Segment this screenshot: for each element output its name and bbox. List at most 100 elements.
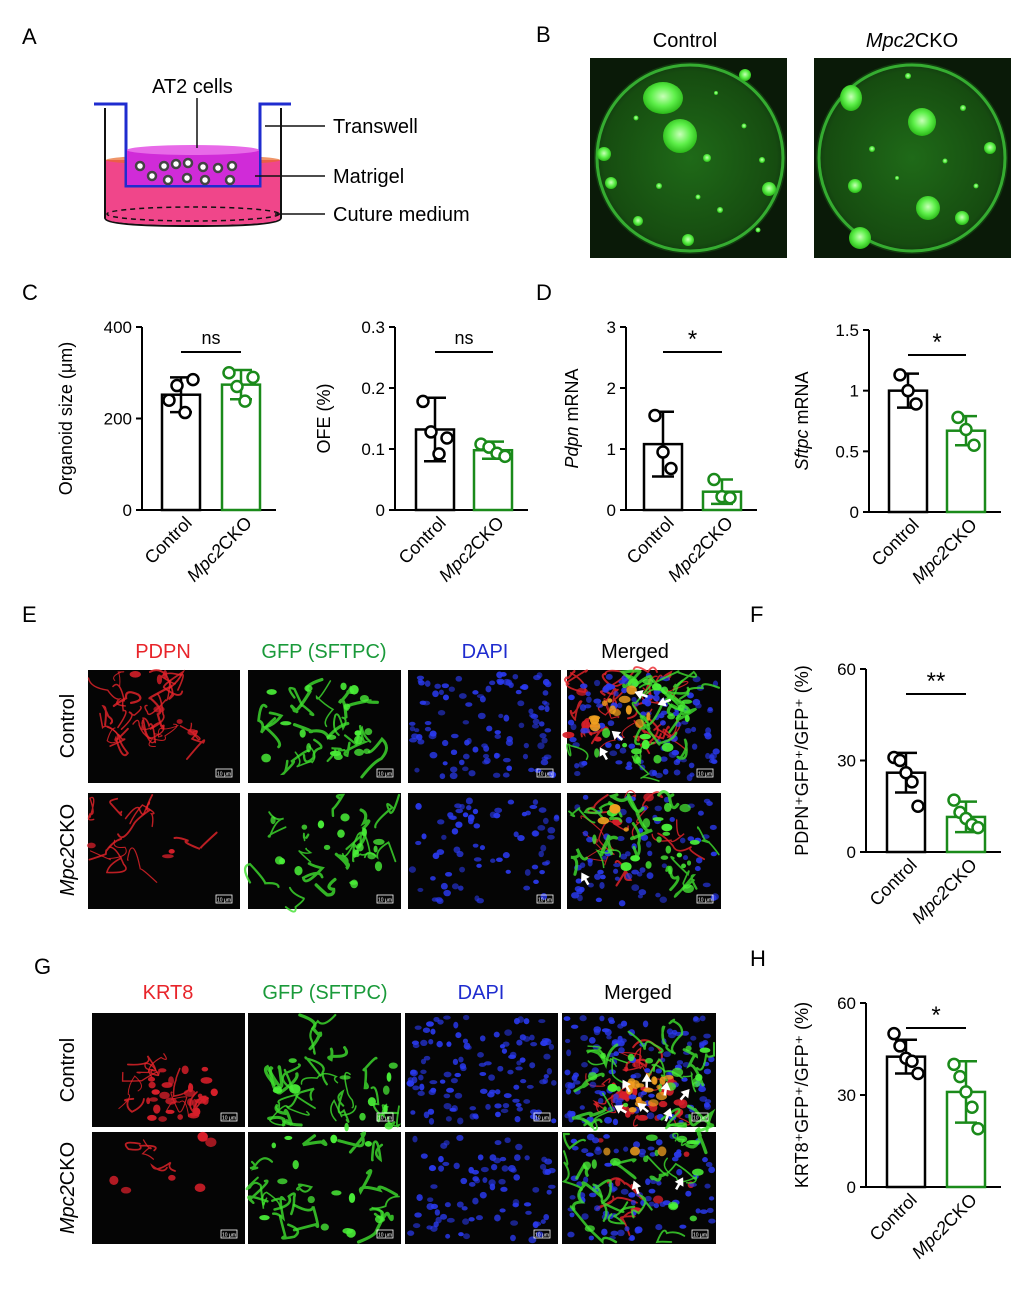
fluorescence-signal [87,796,95,821]
scale-bar [696,894,714,904]
data-point [648,408,662,423]
nucleus [588,1037,596,1044]
nucleus [533,879,539,885]
scale-bar-label: 10 μm [538,898,552,904]
nucleus [702,1157,708,1163]
fluorescence-spot [153,1104,161,1114]
arrow-icon [581,872,590,886]
nucleus [605,673,613,680]
nucleus [658,713,665,719]
nucleus [543,1074,549,1079]
data-point [893,368,907,382]
arrow-head [581,872,590,882]
fluorescence-signal [619,669,642,689]
nucleus [566,1049,572,1057]
nucleus [411,1040,419,1045]
fluorescence-spot [597,816,610,825]
nucleus [646,872,654,879]
micrograph-1-1: 10 μm [243,793,401,913]
fluorescence-spot [647,1099,659,1107]
fluorescence-spot [623,827,629,832]
fluorescence-spot [359,695,369,702]
nucleus [445,1116,452,1122]
fluorescence-signal [570,848,589,876]
nucleus [567,1231,575,1238]
nucleus [572,1080,581,1085]
data-point [246,370,260,385]
y-tick-label: 0.3 [361,318,385,337]
fluorescence-signal [337,1131,367,1154]
y-axis-label: Organoid size (μm) [56,342,76,495]
fluorescence-spot [601,700,608,707]
fluorescence-signal [332,713,347,736]
nucleus [581,1062,588,1068]
nucleus [489,1183,496,1191]
fluorescence-signal [632,1114,639,1127]
nucleus [409,726,416,732]
micrograph-background [88,793,240,909]
fluorescence-spot [388,1062,398,1069]
nucleus [528,708,534,715]
nucleus [705,727,712,735]
fluorescence-spot [266,689,277,695]
fluorescence-signal [581,1118,603,1129]
fluorescence-spot [329,750,342,757]
nucleus [428,1117,435,1125]
significance-label: * [931,1002,940,1029]
nucleus [621,677,630,685]
nucleus [605,683,613,689]
fluorescence-spot [326,734,337,740]
fluorescence-spot [652,1195,664,1204]
fluorescence-signal [262,711,284,749]
nucleus [460,1177,468,1185]
nucleus [529,804,538,809]
fluorescence-signal [173,831,218,851]
nucleus [417,1090,425,1096]
arrow-icon [622,1079,631,1093]
nucleus [576,888,583,895]
nucleus [612,1118,619,1126]
fluorescence-signal [144,679,171,716]
fluorescence-signal [301,862,325,883]
nucleus [600,874,606,880]
scale-bar-label: 10 μm [535,1233,549,1239]
data-point [162,393,176,407]
title-cko: Mpc2CKO [866,30,958,52]
fluorescence-spot [153,705,165,713]
nucleus [465,702,473,707]
fluorescence-spot [636,1114,649,1121]
nucleus [655,1224,663,1231]
fluorescence-spot [147,1114,157,1121]
nucleus [542,817,549,825]
nucleus [668,751,677,758]
nucleus [493,1157,502,1164]
nucleus [655,772,663,779]
nucleus [541,861,550,866]
nucleus [662,1051,671,1058]
fluorescence-spot [629,1146,640,1156]
y-tick-label: 0 [376,501,385,520]
micrograph-0-0: 10 μm [92,1013,245,1127]
fluorescence-spot [352,849,357,858]
micrograph-1-0: 10 μm [92,1131,245,1244]
nucleus [597,869,604,875]
nucleus [494,730,501,735]
panel-b: B Control Mpc2CKO [536,22,1011,258]
nucleus [514,1116,521,1123]
fluorescence-spot [677,704,684,712]
fluorescence-signal [268,1105,310,1126]
nucleus [446,1041,452,1047]
micrograph-1-2: 10 μm [408,793,561,909]
nucleus [423,1111,430,1119]
nucleus [510,1234,516,1242]
nucleus [532,799,539,805]
scale-bar-label: 10 μm [538,772,552,778]
data-point [170,378,184,393]
nucleus [601,1228,608,1236]
nucleus [571,1074,578,1082]
fluorescence-spot [374,1215,384,1224]
data-point [967,438,981,453]
nucleus [703,1033,711,1039]
nucleus [675,758,681,763]
